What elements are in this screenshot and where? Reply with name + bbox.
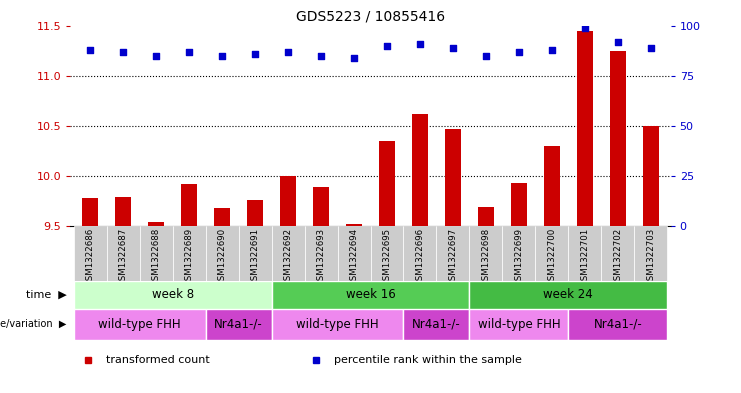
Text: GSM1322698: GSM1322698 (482, 228, 491, 286)
Text: GDS5223 / 10855416: GDS5223 / 10855416 (296, 10, 445, 24)
Bar (214, 208, 230, 226)
Text: week 24: week 24 (543, 288, 594, 301)
Point (546, 46, 558, 53)
Text: GSM1322699: GSM1322699 (514, 228, 523, 286)
Bar (107, 226, 139, 281)
Bar (536, 226, 568, 281)
Text: GSM1322689: GSM1322689 (185, 228, 193, 286)
Text: GSM1322694: GSM1322694 (350, 228, 359, 286)
Text: GSM1322695: GSM1322695 (382, 228, 391, 286)
Text: GSM1322703: GSM1322703 (646, 228, 655, 286)
Text: time  ▶: time ▶ (26, 290, 67, 300)
Bar (139, 226, 173, 281)
Bar (337, 226, 370, 281)
Bar (511, 183, 527, 226)
Text: week 8: week 8 (152, 288, 193, 301)
Bar (576, 31, 593, 226)
Text: GSM1322697: GSM1322697 (448, 228, 457, 286)
Text: GSM1322691: GSM1322691 (250, 228, 259, 286)
Point (84, 46, 96, 53)
Bar (634, 226, 668, 281)
Bar (568, 309, 668, 340)
Bar (313, 187, 329, 226)
Bar (470, 226, 502, 281)
Bar (271, 281, 470, 309)
Text: Nr4a1-/-: Nr4a1-/- (594, 318, 642, 331)
Bar (181, 184, 197, 226)
Text: GSM1322687: GSM1322687 (119, 228, 127, 286)
Point (447, 44, 459, 51)
Bar (305, 226, 337, 281)
Text: GSM1322696: GSM1322696 (416, 228, 425, 286)
Point (315, 52, 327, 59)
Text: GSM1322690: GSM1322690 (218, 228, 227, 286)
Bar (610, 51, 626, 226)
Bar (568, 226, 602, 281)
Bar (379, 141, 395, 226)
Bar (412, 114, 428, 226)
Point (348, 55, 360, 61)
Point (249, 50, 261, 57)
Point (381, 42, 393, 49)
Bar (239, 226, 271, 281)
Bar (271, 309, 404, 340)
Point (183, 48, 195, 55)
Bar (404, 226, 436, 281)
Text: GSM1322701: GSM1322701 (580, 228, 589, 286)
Bar (470, 309, 568, 340)
Text: week 16: week 16 (345, 288, 396, 301)
Bar (445, 129, 461, 226)
Bar (82, 198, 99, 226)
Bar (544, 146, 560, 226)
Text: transformed count: transformed count (107, 355, 210, 365)
Bar (148, 222, 165, 226)
Point (513, 48, 525, 55)
Text: GSM1322700: GSM1322700 (548, 228, 556, 286)
Text: GSM1322686: GSM1322686 (86, 228, 95, 286)
Bar (470, 281, 668, 309)
Point (282, 48, 294, 55)
Text: Nr4a1-/-: Nr4a1-/- (214, 318, 263, 331)
Bar (602, 226, 634, 281)
Text: wild-type FHH: wild-type FHH (296, 318, 379, 331)
Text: wild-type FHH: wild-type FHH (478, 318, 560, 331)
Point (579, 24, 591, 31)
Text: genotype/variation  ▶: genotype/variation ▶ (0, 319, 67, 329)
Point (645, 44, 657, 51)
Bar (502, 226, 536, 281)
Bar (280, 176, 296, 226)
Bar (404, 309, 470, 340)
Bar (370, 226, 404, 281)
Bar (115, 197, 131, 226)
Bar (642, 126, 659, 226)
Bar (73, 281, 271, 309)
Bar (478, 207, 494, 226)
Text: GSM1322702: GSM1322702 (614, 228, 622, 286)
Point (612, 39, 624, 45)
Bar (205, 226, 239, 281)
Text: percentile rank within the sample: percentile rank within the sample (334, 355, 522, 365)
Bar (247, 200, 263, 226)
Point (150, 52, 162, 59)
Bar (73, 309, 205, 340)
Point (117, 48, 129, 55)
Text: Nr4a1-/-: Nr4a1-/- (412, 318, 461, 331)
Text: GSM1322688: GSM1322688 (152, 228, 161, 286)
Bar (205, 309, 271, 340)
Bar (73, 226, 107, 281)
Bar (436, 226, 470, 281)
Point (480, 52, 492, 59)
Text: GSM1322692: GSM1322692 (284, 228, 293, 286)
Point (414, 40, 426, 47)
Text: GSM1322693: GSM1322693 (316, 228, 325, 286)
Point (216, 52, 228, 59)
Text: wild-type FHH: wild-type FHH (99, 318, 181, 331)
Bar (271, 226, 305, 281)
Bar (173, 226, 205, 281)
Bar (346, 224, 362, 226)
